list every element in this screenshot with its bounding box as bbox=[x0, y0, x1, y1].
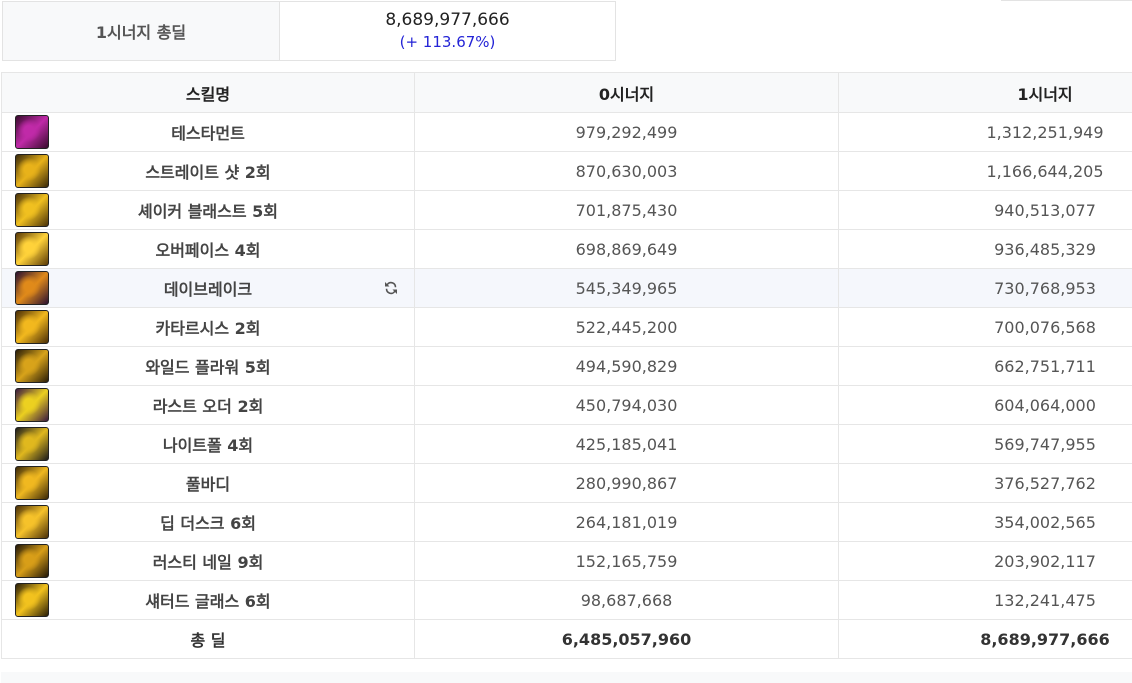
skill-cell: 와일드 플라워 5회 bbox=[1, 346, 415, 386]
one-synergy-value: 604,064,000 bbox=[838, 385, 1132, 425]
table-row: 섀터드 글래스 6회 98,687,668 132,241,475 bbox=[1, 580, 1132, 620]
skill-name: 데이브레이크 bbox=[163, 280, 253, 299]
zero-synergy-value: 545,349,965 bbox=[414, 268, 839, 308]
skill-name: 카타르시스 2회 bbox=[155, 319, 261, 338]
one-synergy-value: 132,241,475 bbox=[838, 580, 1132, 620]
one-synergy-value: 354,002,565 bbox=[838, 502, 1132, 542]
overpace-icon bbox=[15, 232, 49, 266]
table-row: 테스타먼트 979,292,499 1,312,251,949 bbox=[1, 112, 1132, 152]
skill-damage-table: 스킬명 0시너지 1시너지 테스타먼트 979,292,499 1,312,251,… bbox=[1, 72, 1132, 659]
zero-synergy-value: 698,869,649 bbox=[414, 229, 839, 269]
straight-shot-icon bbox=[15, 154, 49, 188]
deep-dusk-icon bbox=[15, 505, 49, 539]
shattered-glass-icon bbox=[15, 583, 49, 617]
summary-total-damage: 8,689,977,666 bbox=[385, 10, 510, 30]
table-row: 데이브레이크 545,349,965 730,768,953 bbox=[1, 268, 1132, 308]
zero-synergy-value: 264,181,019 bbox=[414, 502, 839, 542]
zero-synergy-value: 494,590,829 bbox=[414, 346, 839, 386]
one-synergy-value: 700,076,568 bbox=[838, 307, 1132, 347]
total-one-synergy: 8,689,977,666 bbox=[838, 619, 1132, 659]
synergy-summary: 1시너지 총딜 8,689,977,666 (+ 113.67%) bbox=[2, 1, 616, 61]
skill-cell: 라스트 오더 2회 bbox=[1, 385, 415, 425]
table-row: 풀바디 280,990,867 376,527,762 bbox=[1, 463, 1132, 503]
zero-synergy-value: 425,185,041 bbox=[414, 424, 839, 464]
one-synergy-value: 940,513,077 bbox=[838, 190, 1132, 230]
skill-cell: 러스티 네일 9회 bbox=[1, 541, 415, 581]
skill-cell: 섀터드 글래스 6회 bbox=[1, 580, 415, 620]
skill-cell: 데이브레이크 bbox=[1, 268, 415, 308]
table-row: 카타르시스 2회 522,445,200 700,076,568 bbox=[1, 307, 1132, 347]
full-body-icon bbox=[15, 466, 49, 500]
skill-name: 러스티 네일 9회 bbox=[152, 553, 264, 572]
rusty-nail-icon bbox=[15, 544, 49, 578]
skill-cell: 풀바디 bbox=[1, 463, 415, 503]
table-row: 나이트폴 4회 425,185,041 569,747,955 bbox=[1, 424, 1132, 464]
skill-name: 와일드 플라워 5회 bbox=[145, 358, 271, 377]
skill-cell: 카타르시스 2회 bbox=[1, 307, 415, 347]
header-one-synergy: 1시너지 bbox=[838, 72, 1132, 113]
wild-flower-icon bbox=[15, 349, 49, 383]
skill-cell: 딥 더스크 6회 bbox=[1, 502, 415, 542]
testament-icon bbox=[15, 115, 49, 149]
top-divider bbox=[1001, 0, 1132, 1]
one-synergy-value: 662,751,711 bbox=[838, 346, 1132, 386]
one-synergy-value: 730,768,953 bbox=[838, 268, 1132, 308]
table-row: 오버페이스 4회 698,869,649 936,485,329 bbox=[1, 229, 1132, 269]
total-row: 총 딜 6,485,057,960 8,689,977,666 bbox=[1, 619, 1132, 659]
skill-name: 오버페이스 4회 bbox=[155, 241, 261, 260]
zero-synergy-value: 98,687,668 bbox=[414, 580, 839, 620]
total-zero-synergy: 6,485,057,960 bbox=[414, 619, 839, 659]
zero-synergy-value: 280,990,867 bbox=[414, 463, 839, 503]
total-label: 총 딜 bbox=[1, 619, 415, 659]
one-synergy-value: 1,166,644,205 bbox=[838, 151, 1132, 191]
table-row: 러스티 네일 9회 152,165,759 203,902,117 bbox=[1, 541, 1132, 581]
one-synergy-value: 203,902,117 bbox=[838, 541, 1132, 581]
skill-name: 테스타먼트 bbox=[171, 124, 245, 143]
zero-synergy-value: 701,875,430 bbox=[414, 190, 839, 230]
one-synergy-value: 569,747,955 bbox=[838, 424, 1132, 464]
zero-synergy-value: 450,794,030 bbox=[414, 385, 839, 425]
bottom-divider bbox=[1, 672, 1132, 683]
zero-synergy-value: 522,445,200 bbox=[414, 307, 839, 347]
skill-cell: 스트레이트 샷 2회 bbox=[1, 151, 415, 191]
catharsis-icon bbox=[15, 310, 49, 344]
table-row: 라스트 오더 2회 450,794,030 604,064,000 bbox=[1, 385, 1132, 425]
zero-synergy-value: 870,630,003 bbox=[414, 151, 839, 191]
table-row: 와일드 플라워 5회 494,590,829 662,751,711 bbox=[1, 346, 1132, 386]
last-order-icon bbox=[15, 388, 49, 422]
table-row: 딥 더스크 6회 264,181,019 354,002,565 bbox=[1, 502, 1132, 542]
table-row: 스트레이트 샷 2회 870,630,003 1,166,644,205 bbox=[1, 151, 1132, 191]
one-synergy-value: 376,527,762 bbox=[838, 463, 1132, 503]
refresh-icon[interactable] bbox=[382, 279, 400, 297]
skill-cell: 셰이커 블래스트 5회 bbox=[1, 190, 415, 230]
daybreak-icon bbox=[15, 271, 49, 305]
summary-increase-percent: (+ 113.67%) bbox=[399, 33, 496, 51]
skill-name: 스트레이트 샷 2회 bbox=[145, 163, 271, 182]
skill-name: 셰이커 블래스트 5회 bbox=[137, 202, 279, 221]
header-skill-name: 스킬명 bbox=[1, 72, 415, 113]
skill-name: 라스트 오더 2회 bbox=[152, 397, 264, 416]
skill-cell: 나이트폴 4회 bbox=[1, 424, 415, 464]
summary-value: 8,689,977,666 (+ 113.67%) bbox=[280, 2, 615, 60]
summary-label: 1시너지 총딜 bbox=[3, 2, 280, 60]
skill-name: 나이트폴 4회 bbox=[162, 436, 254, 455]
skill-cell: 오버페이스 4회 bbox=[1, 229, 415, 269]
header-zero-synergy: 0시너지 bbox=[414, 72, 839, 113]
skill-name: 딥 더스크 6회 bbox=[160, 514, 256, 533]
shaker-blast-icon bbox=[15, 193, 49, 227]
skill-cell: 테스타먼트 bbox=[1, 112, 415, 152]
one-synergy-value: 1,312,251,949 bbox=[838, 112, 1132, 152]
skill-name: 풀바디 bbox=[185, 475, 231, 494]
one-synergy-value: 936,485,329 bbox=[838, 229, 1132, 269]
skill-name: 섀터드 글래스 6회 bbox=[145, 592, 271, 611]
zero-synergy-value: 152,165,759 bbox=[414, 541, 839, 581]
table-row: 셰이커 블래스트 5회 701,875,430 940,513,077 bbox=[1, 190, 1132, 230]
zero-synergy-value: 979,292,499 bbox=[414, 112, 839, 152]
nightfall-icon bbox=[15, 427, 49, 461]
table-header-row: 스킬명 0시너지 1시너지 bbox=[1, 72, 1132, 113]
